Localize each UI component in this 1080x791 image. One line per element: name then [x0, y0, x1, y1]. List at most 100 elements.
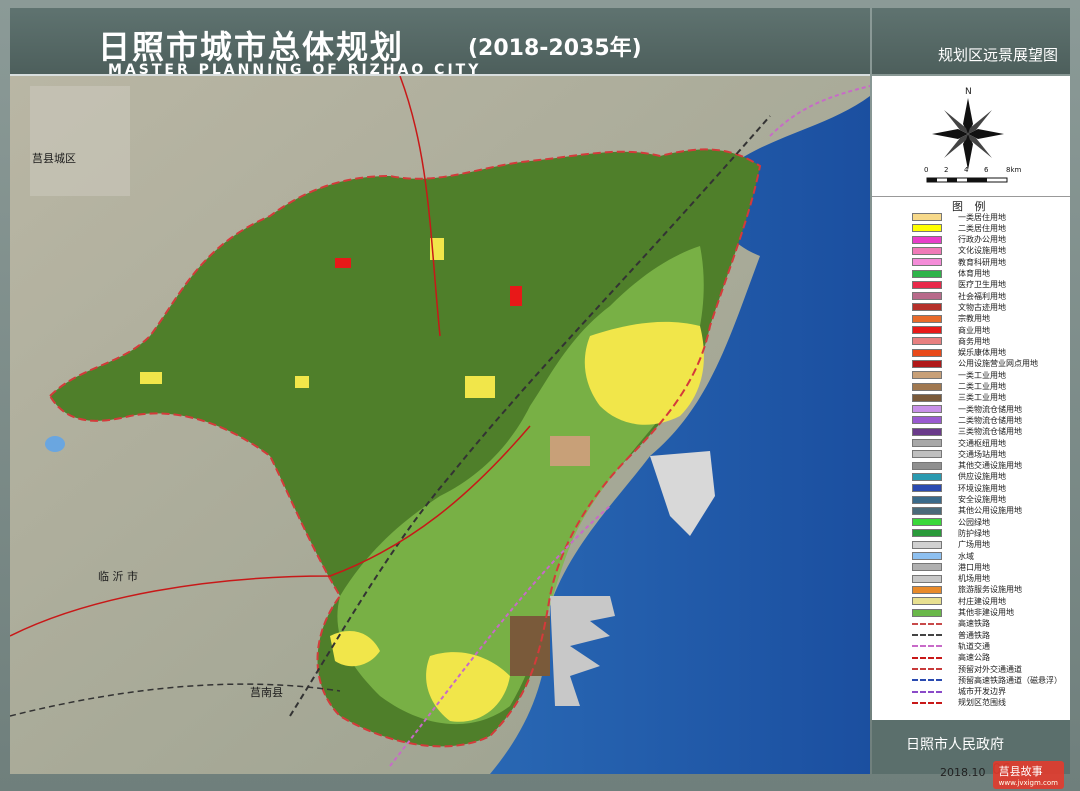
watermark-url: www.jvxigm.com [998, 779, 1058, 787]
legend-item: 三类物流仓储用地 [912, 427, 1022, 437]
legend-swatch [912, 450, 942, 459]
village [140, 372, 162, 384]
legend-label: 交通枢纽用地 [958, 438, 1006, 448]
legend-item: 预留高速铁路通道（磁悬浮） [912, 675, 1062, 685]
page-title: 日照市城市总体规划 [98, 28, 405, 66]
scale-tick: 4 [964, 166, 969, 174]
legend-swatch [912, 506, 942, 515]
map-name-box: 规划区远景展望图 [872, 8, 1070, 74]
legend-label: 文化设施用地 [958, 246, 1006, 256]
legend-swatch [912, 348, 942, 357]
legend-item: 其他非建设用地 [912, 608, 1014, 618]
legend-label: 体育用地 [958, 269, 990, 278]
legend-item: 二类工业用地 [912, 382, 1006, 392]
legend-item: 城市开发边界 [912, 687, 1006, 697]
legend-swatch [912, 690, 942, 693]
legend-item: 旅游服务设施用地 [912, 585, 1022, 595]
footer: 2018.10 06 莒县故事 www.jvxigm.com [872, 760, 1070, 791]
legend-label: 一类物流仓储用地 [958, 404, 1022, 414]
legend-swatch [912, 246, 942, 255]
legend-swatch [912, 326, 942, 334]
legend-item: 其他交通设施用地 [912, 461, 1022, 471]
legend-label: 公用设施营业网点用地 [958, 359, 1038, 369]
title-years: (2018-2035年) [468, 36, 642, 61]
legend-label: 规划区范围线 [958, 698, 1006, 708]
legend-label: 防护绿地 [958, 528, 990, 538]
legend-swatch [912, 518, 942, 527]
legend-swatch [912, 679, 942, 682]
industrial-area [510, 616, 550, 676]
legend-item: 水域 [912, 551, 974, 561]
legend-label: 高速公路 [958, 653, 990, 663]
legend-label: 环境设施用地 [958, 483, 1006, 493]
legend-label: 广场用地 [958, 540, 990, 550]
planning-map[interactable]: 莒县城区 临 沂 市 莒南县 [10, 76, 870, 774]
legend-item: 村庄建设用地 [912, 596, 1006, 606]
legend-item: 供应设施用地 [912, 472, 1006, 482]
legend-swatch [912, 235, 942, 244]
legend-swatch [912, 461, 942, 470]
legend-label: 港口用地 [958, 562, 990, 572]
legend-item: 规划区范围线 [912, 698, 1006, 708]
legend-swatch [912, 258, 942, 267]
legend-swatch [912, 472, 942, 481]
legend-item: 预留对外交通通道 [912, 664, 1022, 674]
legend-item: 二类物流仓储用地 [912, 415, 1022, 425]
label-linyi: 临 沂 市 [98, 570, 138, 583]
industrial-area [550, 436, 590, 466]
government-box: 日照市人民政府 [872, 720, 1070, 774]
village [295, 376, 309, 388]
legend-swatch [912, 563, 942, 572]
legend-label: 其他公用设施用地 [958, 506, 1022, 516]
legend-label: 教育科研用地 [958, 257, 1006, 267]
legend-item: 商业用地 [912, 325, 990, 335]
title-bar: 日照市城市总体规划 (2018-2035年) MASTER PLANNING O… [10, 8, 870, 78]
watermark: 莒县故事 www.jvxigm.com [992, 761, 1064, 789]
legend-label: 二类物流仓储用地 [958, 415, 1022, 425]
highway-line [10, 425, 531, 637]
railway-line [10, 683, 341, 717]
label-junan: 莒南县 [250, 686, 283, 699]
compass-scale-box: N 0 2 4 6 8km [872, 76, 1070, 197]
legend-item: 交通场站用地 [912, 449, 1006, 459]
legend-item: 轨道交通 [912, 641, 990, 651]
legend-label: 其他交通设施用地 [958, 461, 1022, 471]
legend-swatch [912, 529, 942, 538]
legend-label: 二类工业用地 [958, 382, 1006, 391]
legend-swatch [912, 416, 942, 425]
legend-item: 一类居住用地 [912, 212, 1006, 222]
legend-swatch [912, 314, 942, 323]
legend-item: 行政办公用地 [912, 235, 1006, 245]
legend-item: 环境设施用地 [912, 483, 1006, 493]
government-name: 日照市人民政府 [906, 737, 1004, 753]
legend-swatch [912, 359, 942, 368]
rail-transit-line [769, 85, 870, 137]
legend-label: 供应设施用地 [958, 472, 1006, 482]
legend-label: 水域 [958, 551, 974, 561]
legend: 图 例 一类居住用地 二类居住用地 行政办公用地 文化设施用地 教育科研用地 体育用地 医疗… [872, 198, 1070, 718]
port-area [650, 451, 715, 536]
legend-item: 机场用地 [912, 574, 990, 584]
legend-label: 行政办公用地 [958, 235, 1006, 245]
village [335, 258, 351, 268]
legend-swatch [912, 495, 942, 504]
title-english: MASTER PLANNING OF RIZHAO CITY [108, 62, 482, 78]
planning-boundary-line [48, 148, 762, 748]
legend-label: 商务用地 [958, 336, 990, 346]
legend-swatch [912, 656, 942, 659]
village [510, 286, 522, 306]
legend-swatch [912, 405, 942, 414]
legend-label: 一类居住用地 [958, 212, 1006, 222]
legend-swatch [912, 393, 942, 402]
legend-label: 预留对外交通通道 [958, 664, 1022, 674]
legend-item: 宗教用地 [912, 314, 990, 324]
legend-label: 二类居住用地 [958, 223, 1006, 233]
scale-tick: 0 [924, 166, 929, 174]
reservoir-small [45, 436, 65, 452]
legend-item: 教育科研用地 [912, 257, 1006, 267]
legend-label: 医疗卫生用地 [958, 280, 1006, 290]
legend-item: 交通枢纽用地 [912, 438, 1006, 448]
legend-label: 城市开发边界 [958, 687, 1006, 697]
legend-swatch [912, 292, 942, 301]
legend-label: 高速铁路 [958, 619, 990, 629]
